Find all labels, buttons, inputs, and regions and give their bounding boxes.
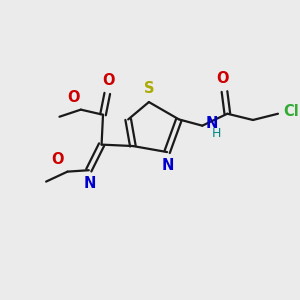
- Text: Cl: Cl: [283, 104, 299, 119]
- Text: O: O: [216, 71, 229, 86]
- Text: O: O: [52, 152, 64, 167]
- Text: S: S: [144, 81, 155, 96]
- Text: N: N: [206, 116, 218, 131]
- Text: H: H: [212, 127, 221, 140]
- Text: O: O: [67, 89, 80, 104]
- Text: O: O: [102, 73, 115, 88]
- Text: N: N: [161, 158, 174, 173]
- Text: N: N: [84, 176, 96, 191]
